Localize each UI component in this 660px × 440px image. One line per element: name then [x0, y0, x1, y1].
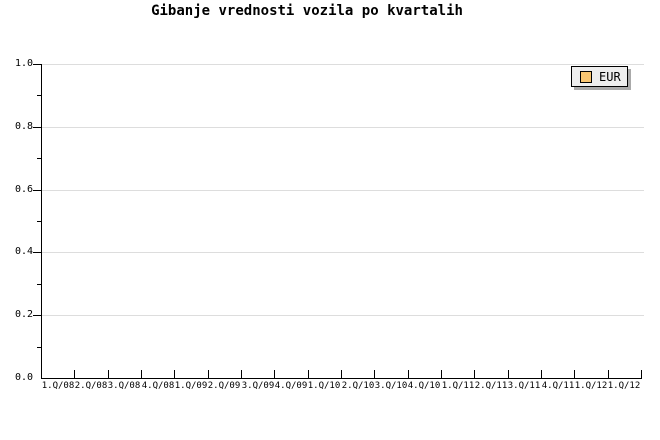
x-tick [641, 370, 642, 378]
y-tick-label: 0.2 [14, 309, 33, 320]
y-minor-tick [37, 221, 41, 222]
x-tick-label: 3.Q/11 [507, 381, 541, 391]
x-tick-label: 1.Q/08 [41, 381, 75, 391]
x-tick [441, 370, 442, 378]
legend-swatch-eur [580, 70, 592, 83]
y-tick-label: 0.0 [14, 372, 33, 383]
y-tick-label: 0.6 [14, 184, 33, 195]
x-tick-label: 4.Q/10 [407, 381, 441, 391]
x-tick [374, 370, 375, 378]
y-major-tick [33, 190, 41, 191]
y-minor-tick [37, 158, 41, 159]
gridline [42, 127, 644, 128]
x-tick-label: 1.Q/12 [574, 381, 608, 391]
y-minor-tick [37, 284, 41, 285]
x-tick [574, 370, 575, 378]
x-tick [341, 370, 342, 378]
x-tick [208, 370, 209, 378]
x-tick-label: 4.Q/08 [141, 381, 175, 391]
x-tick-label: 1.Q/12 [607, 381, 641, 391]
gridline [42, 64, 644, 65]
x-tick-label: 3.Q/09 [241, 381, 275, 391]
gridline [42, 190, 644, 191]
x-tick-label: 3.Q/08 [107, 381, 141, 391]
y-tick-label: 0.8 [14, 121, 33, 132]
y-minor-tick [37, 95, 41, 96]
x-tick [608, 370, 609, 378]
x-tick-label: 4.Q/11 [541, 381, 575, 391]
x-tick-label: 2.Q/08 [74, 381, 108, 391]
y-minor-tick [37, 347, 41, 348]
x-tick-label: 2.Q/09 [207, 381, 241, 391]
x-tick-label: 2.Q/10 [341, 381, 375, 391]
x-tick [274, 370, 275, 378]
x-tick-label: 1.Q/09 [174, 381, 208, 391]
x-tick [541, 370, 542, 378]
legend: EUR [571, 66, 628, 87]
gridline [42, 315, 644, 316]
x-tick [174, 370, 175, 378]
x-tick-label: 2.Q/11 [474, 381, 508, 391]
y-major-tick [33, 252, 41, 253]
x-tick [141, 370, 142, 378]
x-tick [108, 370, 109, 378]
y-major-tick [33, 64, 41, 65]
x-tick [408, 370, 409, 378]
chart-title: Gibanje vrednosti vozila po kvartalih [151, 3, 463, 19]
x-tick-label: 4.Q/09 [274, 381, 308, 391]
x-tick [74, 370, 75, 378]
x-axis-line [41, 378, 642, 379]
y-tick-label: 0.4 [14, 246, 33, 257]
y-major-tick [33, 315, 41, 316]
x-tick-label: 3.Q/10 [374, 381, 408, 391]
x-tick [508, 370, 509, 378]
y-major-tick [33, 127, 41, 128]
x-tick [308, 370, 309, 378]
y-axis-line [41, 64, 42, 379]
x-tick-label: 1.Q/11 [441, 381, 475, 391]
gridline [42, 252, 644, 253]
y-tick-label: 1.0 [14, 58, 33, 69]
x-tick [474, 370, 475, 378]
x-tick-label: 1.Q/10 [307, 381, 341, 391]
x-tick [241, 370, 242, 378]
legend-label-eur: EUR [599, 69, 621, 84]
